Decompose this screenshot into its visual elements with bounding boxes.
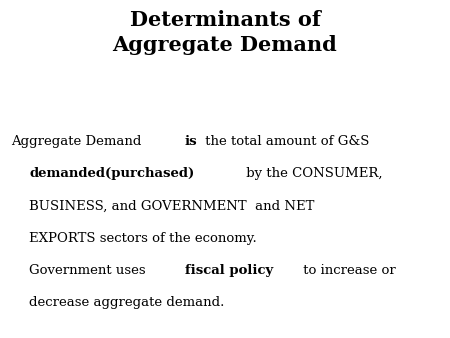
- Text: EXPORTS sectors of the economy.: EXPORTS sectors of the economy.: [29, 232, 257, 244]
- Text: Determinants of
Aggregate Demand: Determinants of Aggregate Demand: [112, 10, 338, 55]
- Text: BUSINESS, and GOVERNMENT  and NET: BUSINESS, and GOVERNMENT and NET: [29, 199, 315, 212]
- Text: fiscal policy: fiscal policy: [185, 264, 274, 276]
- Text: demanded(purchased): demanded(purchased): [29, 167, 194, 180]
- Text: to increase or: to increase or: [299, 264, 396, 276]
- Text: by the CONSUMER,: by the CONSUMER,: [243, 167, 383, 180]
- Text: the total amount of G&S: the total amount of G&S: [201, 135, 369, 148]
- Text: is: is: [185, 135, 198, 148]
- Text: Aggregate Demand: Aggregate Demand: [11, 135, 146, 148]
- Text: Government uses: Government uses: [29, 264, 150, 276]
- Text: decrease aggregate demand.: decrease aggregate demand.: [29, 296, 225, 309]
